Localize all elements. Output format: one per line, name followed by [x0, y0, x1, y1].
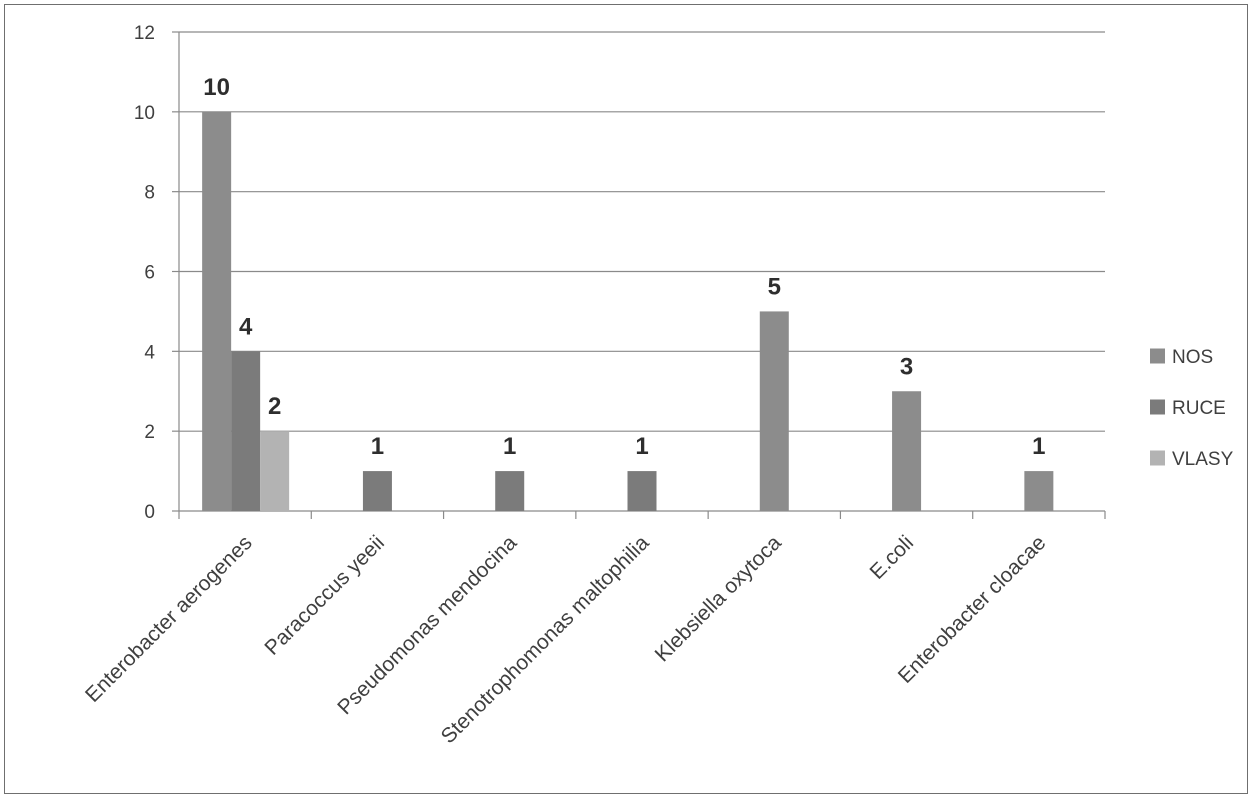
gridlines — [179, 31, 1105, 432]
bar-nos-0 — [202, 111, 232, 511]
x-category-label: Stenotrophomonas maltophilia — [437, 531, 654, 748]
x-category-label: Enterobacter aerogenes — [81, 531, 257, 707]
y-tick-label: 12 — [134, 23, 155, 44]
bars — [202, 111, 1054, 511]
y-tick-label: 10 — [134, 103, 155, 124]
data-label: 5 — [768, 273, 781, 300]
bar-nos-6 — [1024, 471, 1054, 511]
y-axis-tick-labels: 0 2 4 6 8 10 12 — [134, 23, 156, 523]
data-label: 1 — [371, 433, 384, 460]
bar-ruce-2 — [495, 471, 525, 511]
legend-label-nos: NOS — [1172, 347, 1213, 368]
bar-nos-4 — [759, 311, 789, 511]
x-category-label: Klebsiella oxytoca — [651, 531, 786, 666]
bar-ruce-3 — [627, 471, 657, 511]
bar-ruce-1 — [362, 471, 392, 511]
data-label: 1 — [1032, 433, 1045, 460]
legend-swatch-nos — [1150, 348, 1165, 364]
data-label: 2 — [268, 393, 281, 420]
data-label: 1 — [635, 433, 648, 460]
bar-ruce-0 — [231, 351, 261, 511]
y-tick-label: 4 — [144, 342, 155, 363]
x-category-label: E.coli — [866, 531, 919, 584]
legend: NOS RUCE VLASY — [1150, 347, 1234, 470]
bar-vlasy-0 — [260, 431, 290, 511]
legend-label-vlasy: VLASY — [1172, 449, 1234, 470]
data-label: 10 — [203, 74, 230, 101]
x-category-label: Enterobacter cloacae — [894, 531, 1051, 688]
legend-label-ruce: RUCE — [1172, 398, 1226, 419]
legend-swatch-ruce — [1150, 399, 1165, 415]
y-tick-label: 6 — [144, 263, 155, 284]
x-category-label: Paracoccus yeeii — [260, 531, 389, 660]
legend-swatch-vlasy — [1150, 450, 1165, 466]
y-tick-label: 8 — [144, 183, 155, 204]
x-axis-category-labels: Enterobacter aerogenes Paracoccus yeeiiPs… — [81, 531, 1050, 748]
bar-nos-5 — [892, 391, 922, 511]
y-tick-label: 2 — [144, 422, 155, 443]
data-label: 4 — [239, 313, 253, 340]
data-labels: 10 4 2 1 1 1 5 3 1 — [203, 74, 1045, 460]
y-tick-label: 0 — [144, 502, 155, 523]
data-label: 1 — [503, 433, 516, 460]
data-label: 3 — [900, 353, 913, 380]
